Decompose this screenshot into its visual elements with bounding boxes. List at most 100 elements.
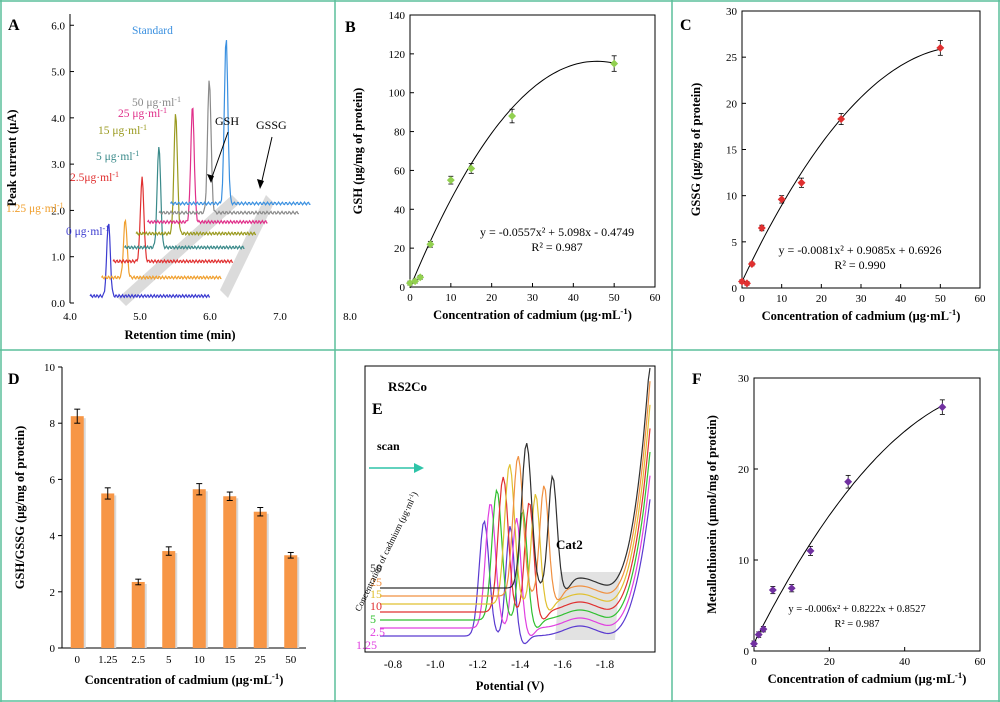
- y-tick-label: 80: [394, 127, 406, 139]
- chromatogram-trace: [112, 176, 234, 264]
- gssg-arrow: [260, 136, 273, 186]
- bar: [162, 551, 176, 648]
- voltammogram-trace: [380, 428, 651, 620]
- panel-letter-a: A: [8, 17, 20, 34]
- data-point: [416, 273, 425, 282]
- x-axis-label: Concentration of cadmium (μg·mL-1): [768, 670, 967, 686]
- r-squared: R² = 0.987: [531, 240, 582, 254]
- data-point: [806, 546, 815, 555]
- x-tick-label: 5.0: [133, 311, 147, 323]
- x-axis-label: Concentration of cadmium (μg·mL-1): [762, 307, 961, 323]
- y-tick-label: 0: [400, 282, 406, 294]
- panel-b-gsh-chart: 0 10 20 30 40 50 60 0 20 40 60 80 100 120 140 y = -0.05…: [351, 10, 661, 322]
- x-tick-label: 0: [407, 292, 413, 304]
- y-tick-label: 10: [726, 191, 738, 203]
- panel-letter-c: C: [680, 17, 692, 34]
- x-tick-label: 0: [75, 654, 81, 666]
- bar: [253, 511, 267, 648]
- x-tick-label: 50: [285, 654, 297, 666]
- y-tick-label: 100: [389, 88, 406, 100]
- gsh-arrowhead: [207, 174, 214, 183]
- series-label: 2.5μg·ml-1: [70, 170, 119, 185]
- series-label: 10: [370, 599, 382, 613]
- series-label: 25 μg·ml-1: [118, 106, 167, 121]
- y-tick-label: 8: [50, 418, 56, 430]
- rotated-axis-label-sup: -1: [407, 493, 416, 501]
- series-label-sup: -1: [103, 224, 110, 233]
- data-point: [936, 43, 945, 52]
- x-tick-label: 8.0: [343, 311, 357, 323]
- x-tick-label: 4.0: [63, 311, 77, 323]
- y-tick-label: 120: [389, 49, 406, 61]
- y-tick-label: 0.0: [51, 298, 65, 310]
- y-tick-label: 40: [394, 204, 406, 216]
- x-tick-label: 20: [816, 293, 828, 305]
- panel-letter-d: D: [8, 371, 20, 388]
- data-point: [768, 586, 777, 594]
- gssg-arrowhead: [257, 179, 264, 189]
- y-tick-label: 0: [50, 643, 56, 655]
- series-label: 15 μg·ml-1: [98, 123, 147, 138]
- x-tick-label: 60: [975, 656, 987, 668]
- y-tick-label: 0: [732, 283, 738, 295]
- voltammogram-trace: [380, 451, 651, 628]
- x-tick-label: 40: [568, 292, 580, 304]
- series-label: 1.25: [356, 638, 377, 652]
- gssg-band: [220, 195, 274, 298]
- x-tick-label: 60: [650, 292, 662, 304]
- x-tick-label: 10: [194, 654, 206, 666]
- y-tick-label: 140: [389, 10, 406, 22]
- y-tick-label: 10: [44, 362, 56, 374]
- fit-curve: [409, 60, 615, 289]
- y-tick-label: 15: [726, 145, 738, 157]
- series-label: 15: [370, 587, 382, 601]
- data-point: [777, 195, 786, 204]
- chromatogram-trace: [146, 107, 268, 225]
- y-tick-label: 4: [50, 531, 56, 543]
- series-label-sup: -1: [160, 106, 167, 115]
- x-tick-label: 40: [895, 293, 907, 305]
- data-point: [508, 112, 517, 120]
- y-tick-label: 20: [394, 243, 406, 255]
- series-label: 0 μg·ml-1: [66, 224, 109, 239]
- fit-equation: y = -0.006x² + 0.8222x + 0.8527: [788, 604, 925, 615]
- panel-letter-e: E: [372, 401, 383, 418]
- data-point: [787, 584, 796, 593]
- chromatogram-trace: [123, 147, 245, 251]
- data-point: [844, 477, 853, 486]
- panel-f-metallothionein-chart: 0 20 40 60 0 10 20 30 y = -0.006x² + 0.8222x + 0…: [705, 373, 986, 686]
- y-tick-label: 30: [738, 373, 750, 385]
- gsh-arrow: [210, 131, 229, 181]
- y-axis-label: Peak current (μA): [5, 109, 19, 206]
- y-tick-label: 0: [744, 646, 750, 658]
- annotation-gssg: GSSG: [256, 118, 287, 132]
- series-label-sup: -1: [174, 95, 181, 104]
- series-label-sup: -1: [57, 201, 64, 210]
- x-axis-label-sup: -1: [949, 307, 956, 317]
- y-tick-label: 3.0: [51, 159, 65, 171]
- data-point: [747, 260, 756, 268]
- y-axis-label: GSSG (μg/mg of protein): [689, 83, 703, 217]
- y-axis-label: GSH (μg/mg of protein): [351, 88, 365, 215]
- y-tick-label: 10: [738, 555, 750, 567]
- x-tick-label: 50: [935, 293, 947, 305]
- bar: [223, 496, 237, 648]
- data-point: [446, 176, 455, 185]
- x-tick-label: 20: [824, 656, 836, 668]
- x-tick-label: 5: [166, 654, 172, 666]
- x-tick-label: 1.25: [98, 654, 118, 666]
- panel-letter-f: F: [692, 371, 702, 388]
- series-label-sup: -1: [140, 123, 147, 132]
- r-squared: R² = 0.990: [834, 258, 885, 272]
- chromatogram-trace: [158, 80, 300, 216]
- panel-c-gssg-chart: 0 10 20 30 40 50 60 0 5 10 15 20 25 30 y = -0.0081x² +…: [689, 6, 986, 323]
- scan-arrowhead: [414, 463, 424, 473]
- fit-equation: y = -0.0081x² + 0.9085x + 0.6926: [779, 243, 942, 257]
- y-tick-label: 5: [732, 237, 738, 249]
- y-axis-label: Metallothionein (μmol/mg of protein): [705, 415, 719, 614]
- x-axis-label: Concentration of cadmium (μg·mL-1): [85, 671, 284, 687]
- plot-frame: [753, 377, 981, 652]
